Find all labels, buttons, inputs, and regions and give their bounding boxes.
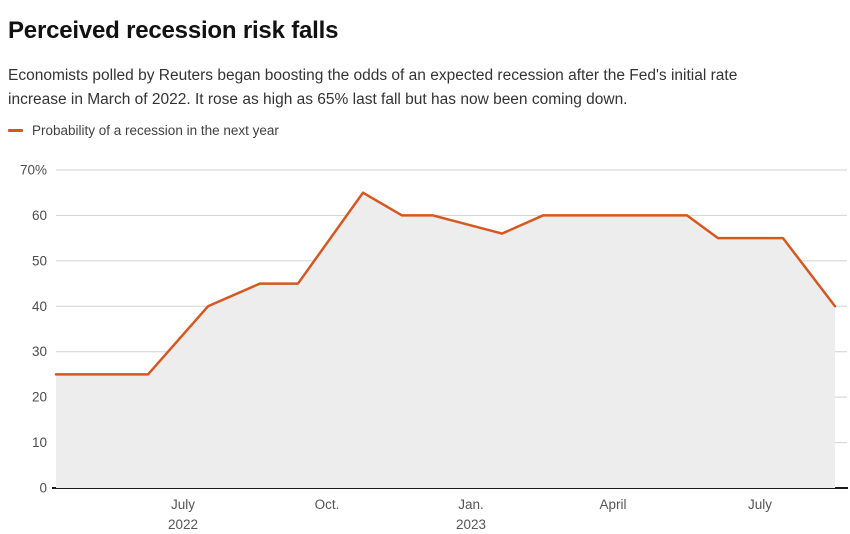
series-area-fill — [56, 192, 835, 488]
chart-subtitle-line1: Economists polled by Reuters began boost… — [8, 66, 738, 84]
chart-subtitle-line2: increase in March of 2022. It rose as hi… — [8, 91, 628, 108]
y-tick-label: 60 — [32, 208, 47, 223]
x-tick-label: July — [748, 497, 772, 512]
y-tick-label: 0 — [39, 481, 47, 496]
chart-subtitle: Economists polled by Reuters began boost… — [8, 64, 828, 113]
x-tick-label: Jan. — [458, 497, 484, 512]
recession-risk-area-chart: 70% 60 50 40 30 20 10 0 July 2022 Oct. Jan. 2023 Apri… — [20, 162, 848, 532]
x-tick-year-label: 2023 — [456, 517, 486, 532]
y-tick-label: 20 — [32, 390, 47, 405]
legend: Probability of a recession in the next y… — [8, 123, 279, 138]
y-tick-label: 40 — [32, 299, 47, 314]
y-tick-label: 30 — [32, 344, 47, 359]
legend-label: Probability of a recession in the next y… — [32, 123, 279, 138]
x-tick-label: April — [599, 497, 626, 512]
x-tick-label: July — [171, 497, 195, 512]
x-tick-label: Oct. — [315, 497, 340, 512]
y-tick-label: 50 — [32, 253, 47, 268]
chart-title: Perceived recession risk falls — [8, 17, 339, 45]
y-tick-label: 10 — [32, 435, 47, 450]
legend-line-swatch-icon — [8, 129, 23, 132]
series-line — [54, 191, 837, 376]
y-tick-label: 70% — [20, 162, 47, 177]
x-tick-year-label: 2022 — [168, 517, 198, 532]
